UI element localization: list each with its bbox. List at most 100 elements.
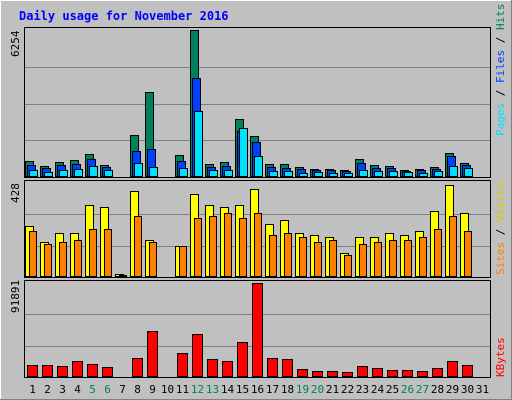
pages-bar (419, 173, 428, 177)
pages-bar (59, 170, 68, 177)
day-label: 29 (446, 383, 459, 396)
sites-bar (44, 244, 52, 277)
day-label: 4 (74, 383, 81, 396)
day-label: 6 (104, 383, 111, 396)
day-label: 21 (326, 383, 339, 396)
sites-bar (374, 242, 382, 277)
pages-bar (314, 172, 323, 177)
day-label: 9 (149, 383, 156, 396)
sites-bar (179, 246, 187, 277)
day-label: 25 (386, 383, 399, 396)
sites-bar (344, 255, 352, 277)
kbytes-bar (207, 359, 218, 377)
legend-hits: Hits (494, 4, 507, 31)
sites-bar (314, 242, 322, 277)
y-max-label-kbytes: 91891 (9, 280, 22, 313)
sites-bar (149, 242, 157, 277)
day-label: 19 (296, 383, 309, 396)
kbytes-bar (132, 358, 143, 377)
kbytes-bar (252, 283, 263, 377)
legend-separator: / (494, 222, 507, 242)
sites-bar (329, 240, 337, 277)
kbytes-bar (357, 366, 368, 377)
sites-bar (74, 240, 82, 277)
sites-bar (29, 231, 37, 277)
sites-bar (254, 213, 262, 277)
pages-bar (224, 170, 233, 177)
kbytes-bar (87, 364, 98, 377)
pages-bar (389, 171, 398, 177)
day-label: 18 (281, 383, 294, 396)
sites-bar (224, 213, 232, 277)
sites-bar (269, 235, 277, 277)
day-label: 31 (476, 383, 489, 396)
sites-bar (119, 275, 127, 277)
day-label: 13 (206, 383, 219, 396)
kbytes-bar (447, 361, 458, 377)
pages-bar (239, 128, 248, 177)
kbytes-bar (72, 361, 83, 377)
pages-bar (269, 171, 278, 177)
kbytes-bar (297, 369, 308, 377)
kbytes-bar (372, 368, 383, 377)
legend-pages: Pages (494, 103, 507, 136)
kbytes-bar (42, 365, 53, 377)
day-label: 26 (401, 383, 414, 396)
kbytes-bar (222, 361, 233, 377)
kbytes-bar (282, 359, 293, 377)
legend-visits-sites: Sites / Visits (494, 182, 507, 275)
graph-title: Daily usage for November 2016 (19, 9, 229, 23)
pages-bar (464, 168, 473, 177)
sites-bar (59, 242, 67, 277)
pages-bar (134, 163, 143, 177)
kbytes-bar (342, 372, 353, 377)
day-label: 24 (371, 383, 385, 396)
pages-bar (434, 171, 443, 177)
pages-bar (254, 156, 263, 177)
x-axis-day-labels: 1 2 3 4 5 6 7 8 9 10 11 12 13 14 15 16 17 18 19 20 21 22 23 24 2… (29, 383, 489, 396)
sites-bar (209, 216, 217, 277)
sites-bar (404, 240, 412, 277)
sites-bar (449, 216, 457, 277)
pages-bar (209, 170, 218, 177)
day-label: 28 (431, 383, 444, 396)
sites-bar (89, 229, 97, 277)
kbytes-bar (267, 358, 278, 377)
pages-bar (449, 166, 458, 177)
sites-bar (104, 229, 112, 277)
pages-bar (284, 171, 293, 177)
pages-bar (44, 172, 53, 177)
day-label: 23 (356, 383, 369, 396)
kbytes-bar (327, 371, 338, 377)
day-label: 15 (236, 383, 249, 396)
y-max-label-hits: 6254 (9, 30, 22, 57)
day-label: 3 (59, 383, 66, 396)
kbytes-bar (402, 370, 413, 377)
sites-bar (434, 229, 442, 277)
legend-separator: / (494, 83, 507, 103)
day-label: 30 (461, 383, 474, 396)
kbytes-bar (387, 370, 398, 377)
sites-bar (299, 237, 307, 277)
legend-sites: Sites (494, 242, 507, 275)
legend-visits: Visits (494, 182, 507, 222)
day-label: 1 (29, 383, 36, 396)
day-label: 12 (191, 383, 204, 396)
pages-bar (374, 171, 383, 177)
pages-bar (29, 170, 38, 177)
legend-separator: / (494, 30, 507, 50)
sites-bar (419, 237, 427, 277)
sites-bar (284, 233, 292, 277)
pages-bar (74, 169, 83, 177)
legend-hits-files-pages: Pages / Files / Hits (494, 4, 507, 137)
pages-bar (89, 166, 98, 177)
kbytes-bar (432, 368, 443, 377)
kbytes-panel (24, 280, 491, 378)
pages-bar (149, 167, 158, 177)
sites-bar (464, 231, 472, 277)
y-max-label-visits: 428 (9, 183, 22, 203)
kbytes-bar (57, 366, 68, 377)
pages-bar (179, 168, 188, 177)
legend-kbytes: KBytes (494, 337, 507, 377)
